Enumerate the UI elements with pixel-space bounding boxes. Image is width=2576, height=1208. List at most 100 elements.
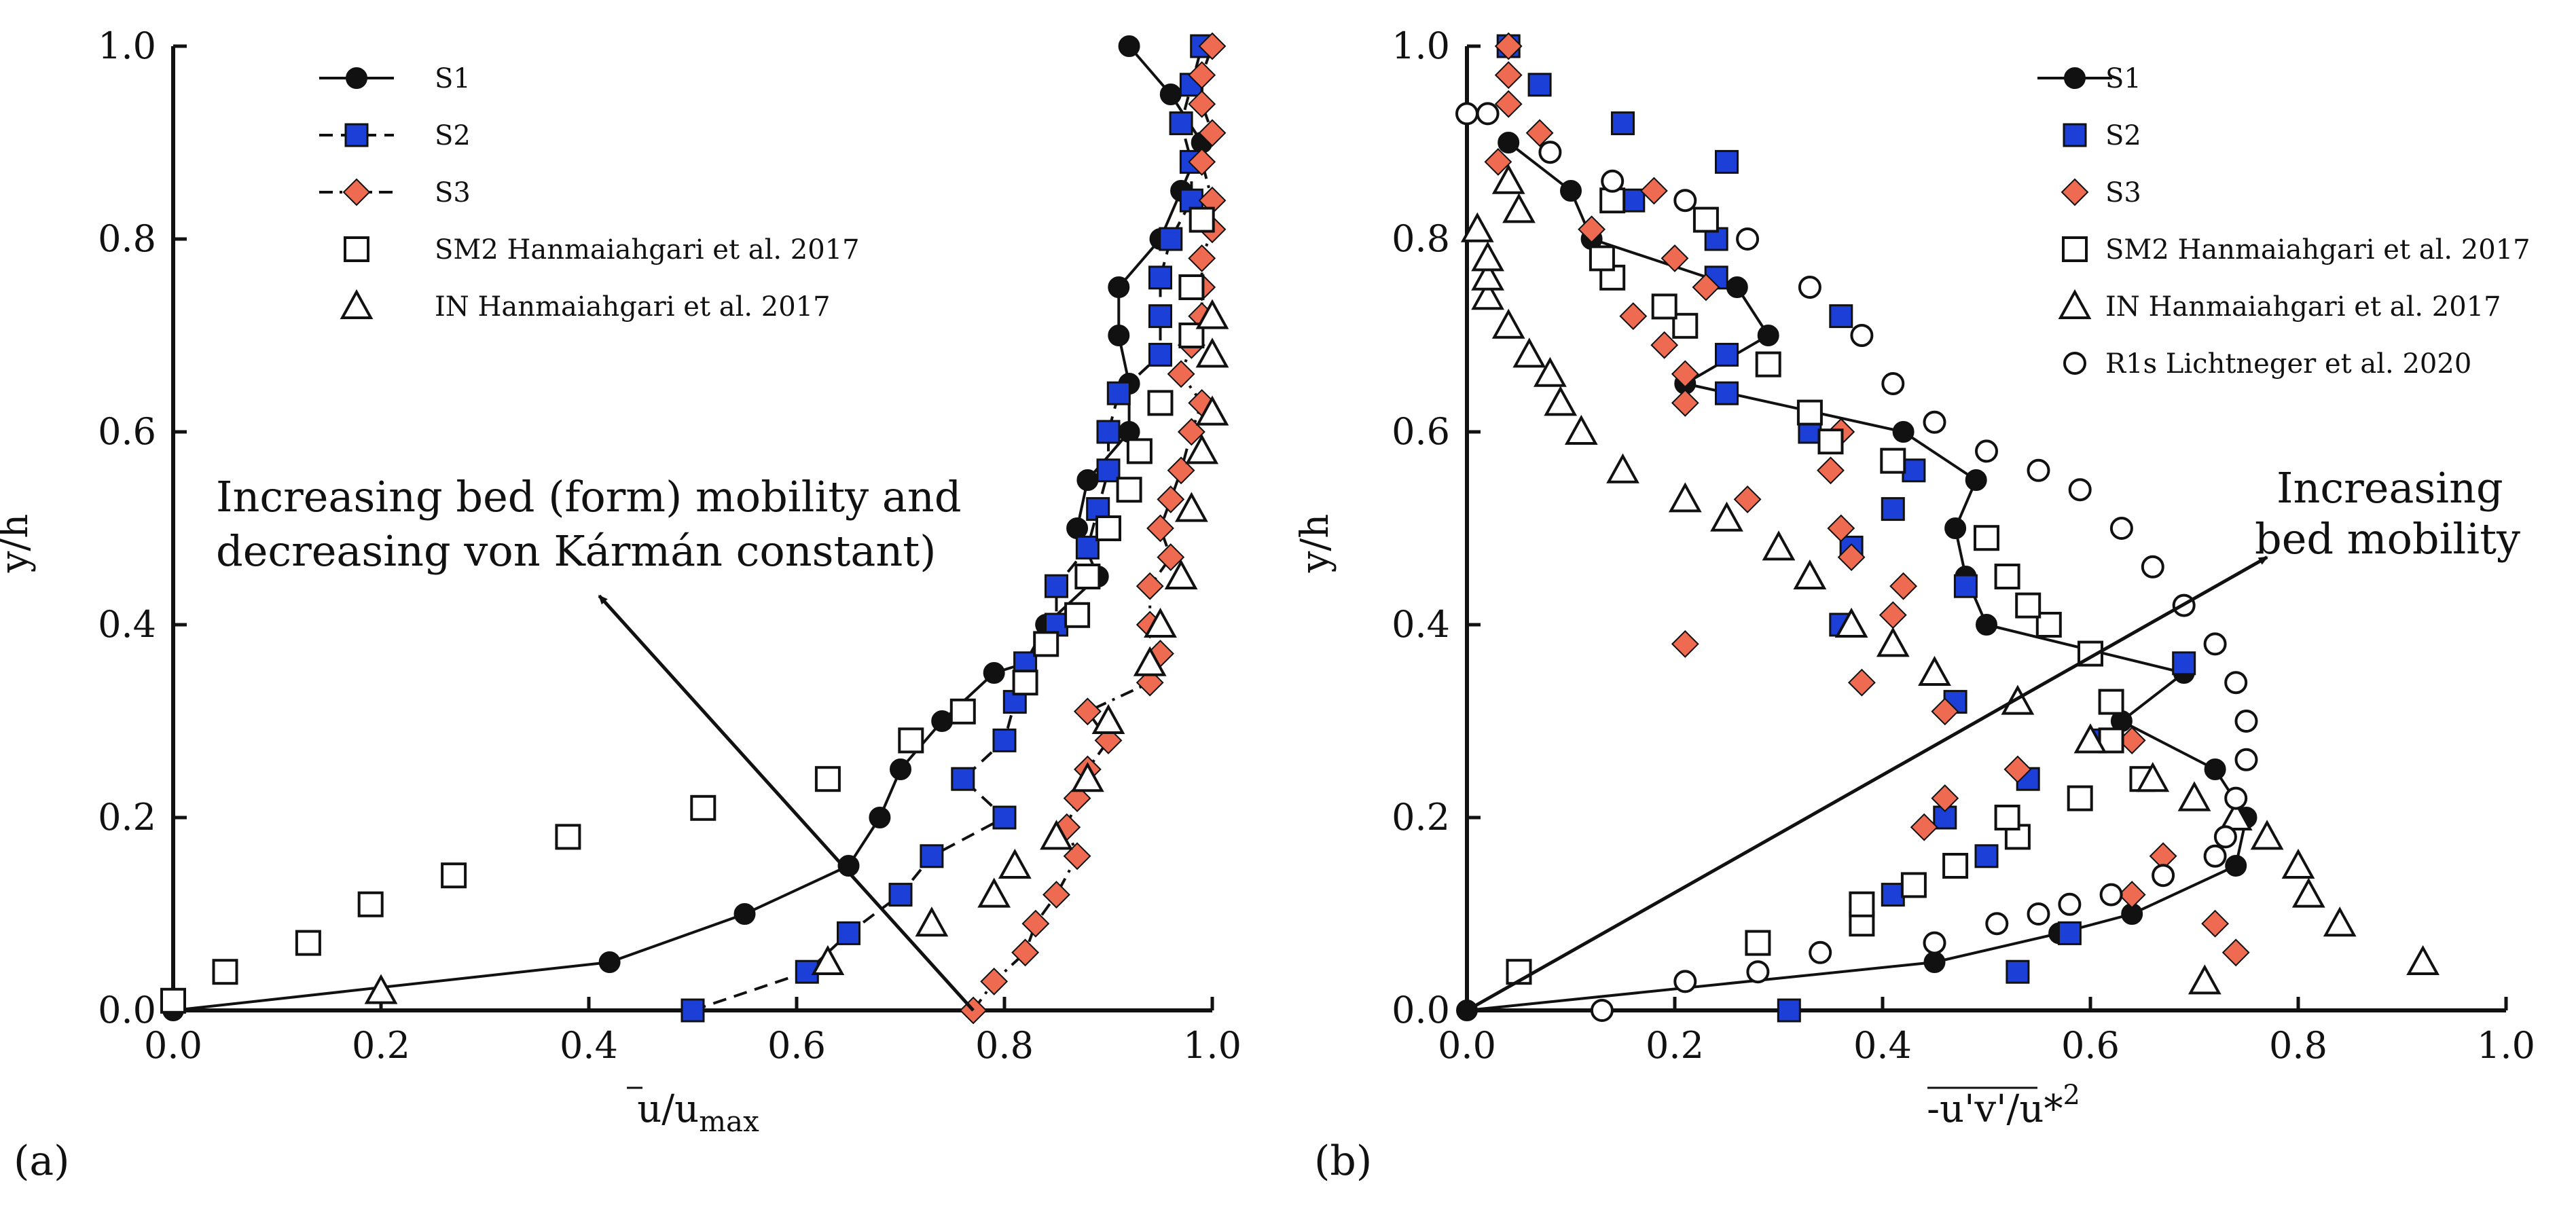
legend-label: S1 xyxy=(2105,63,2141,94)
legend-item: S3 xyxy=(2061,177,2141,208)
data-point xyxy=(2406,945,2439,975)
data-point xyxy=(1944,517,1967,539)
data-point xyxy=(1491,164,1525,194)
panel-a: 0.0 0.2 0.4 0.6 0.8 1.00.00.20.40.60.81.0 S1S… xyxy=(0,24,1241,1185)
data-point xyxy=(2141,555,2164,579)
data-point xyxy=(980,967,1009,995)
y-tick-label: 1.0 xyxy=(98,24,156,67)
data-point xyxy=(1578,215,1606,244)
data-point xyxy=(1974,844,1999,868)
legend-label: SM2 Hanmaiahgari et al. 2017 xyxy=(435,234,860,266)
data-point xyxy=(2291,877,2325,908)
data-point xyxy=(1538,141,1562,164)
data-point xyxy=(733,903,756,925)
data-point xyxy=(1923,410,1946,434)
data-point xyxy=(1118,35,1140,57)
data-point xyxy=(1880,447,1906,474)
y-tick-label: 0.6 xyxy=(98,410,156,453)
data-point xyxy=(2027,902,2050,926)
data-point xyxy=(1195,395,1229,426)
data-point xyxy=(1095,515,1121,541)
tick-labels: 0.0 0.2 0.4 0.6 0.8 1.0 0.0 0.2 0.4 0.6 0.8 1.0 xyxy=(98,24,1241,1067)
data-point xyxy=(1106,381,1131,405)
series-group xyxy=(160,32,1229,1025)
data-point xyxy=(1460,212,1494,242)
data-point xyxy=(1974,525,1999,551)
data-point xyxy=(1671,629,1699,658)
data-point xyxy=(598,951,621,973)
data-point xyxy=(1619,302,1648,331)
legend-label: R1s Lichtneger et al. 2020 xyxy=(2105,348,2471,380)
data-point xyxy=(1931,784,1959,813)
x-tick-label: 1.0 xyxy=(1183,1024,1241,1067)
legend-item: SM2 Hanmaiahgari et al. 2017 xyxy=(344,234,860,266)
data-point xyxy=(2213,825,2237,849)
legend-label: S2 xyxy=(2105,120,2141,151)
data-point xyxy=(2027,458,2050,482)
data-point xyxy=(983,662,1005,684)
series-sm2 xyxy=(160,206,1215,1014)
data-point xyxy=(1471,260,1504,291)
data-point xyxy=(2323,907,2357,937)
data-point xyxy=(1560,180,1582,202)
data-point xyxy=(1942,853,1969,879)
data-point xyxy=(1116,477,1142,503)
data-point xyxy=(1745,930,1771,956)
data-point xyxy=(888,883,913,907)
data-point xyxy=(951,767,975,791)
data-point xyxy=(2006,959,2030,984)
data-point xyxy=(1881,497,1905,521)
data-point xyxy=(1188,90,1216,118)
data-point xyxy=(1195,299,1229,329)
panel-label-b: (b) xyxy=(1314,1137,1372,1185)
data-point xyxy=(681,998,705,1023)
data-point xyxy=(1910,813,1938,841)
legend-item: S2 xyxy=(2063,120,2141,151)
data-point xyxy=(1796,399,1823,426)
series-in xyxy=(364,299,1229,1004)
data-point xyxy=(1491,308,1525,339)
data-point xyxy=(1715,342,1739,367)
data-point xyxy=(1159,84,1182,105)
data-point xyxy=(992,728,1017,752)
x-tick-label: 0.6 xyxy=(2061,1024,2120,1067)
data-point xyxy=(1850,324,1874,347)
x-tick-label: 0.8 xyxy=(2269,1024,2327,1067)
data-point xyxy=(1994,564,2020,589)
legend-item: S3 xyxy=(319,177,471,208)
data-point xyxy=(1881,372,1905,395)
data-point xyxy=(212,959,238,985)
data-point xyxy=(1827,514,1855,543)
y-tick-label: 0.2 xyxy=(98,796,156,839)
data-point xyxy=(2224,671,2248,695)
data-point xyxy=(1146,514,1174,543)
data-point xyxy=(2068,478,2092,502)
data-point xyxy=(1188,61,1216,90)
legend-item: S2 xyxy=(319,120,471,151)
data-point xyxy=(811,945,845,975)
x-tick-label: 0.0 xyxy=(144,1024,202,1067)
data-point xyxy=(1651,293,1677,320)
data-point xyxy=(2250,820,2284,850)
data-point xyxy=(814,766,841,792)
data-point xyxy=(1148,342,1172,367)
data-point xyxy=(1965,469,1987,491)
data-point xyxy=(2281,848,2315,879)
data-point xyxy=(2015,592,2042,619)
data-point xyxy=(1476,102,1500,126)
data-point xyxy=(1157,485,1185,513)
data-point xyxy=(1144,607,1177,638)
data-point xyxy=(1045,574,1068,598)
legend-label: SM2 Hanmaiahgari et al. 2017 xyxy=(2105,234,2530,266)
y-tick-label: 1.0 xyxy=(1392,24,1450,67)
series-in xyxy=(1460,164,2439,995)
data-point xyxy=(992,805,1017,830)
annotation: Increasing bed (form) mobility and decre… xyxy=(216,472,975,1012)
data-point xyxy=(1148,266,1172,290)
data-point xyxy=(1198,32,1227,60)
data-point xyxy=(1793,559,1827,589)
data-point xyxy=(1455,102,1479,126)
x-tick-label: 0.4 xyxy=(1853,1024,1912,1067)
data-point xyxy=(2221,938,2250,967)
data-point xyxy=(1188,244,1216,272)
